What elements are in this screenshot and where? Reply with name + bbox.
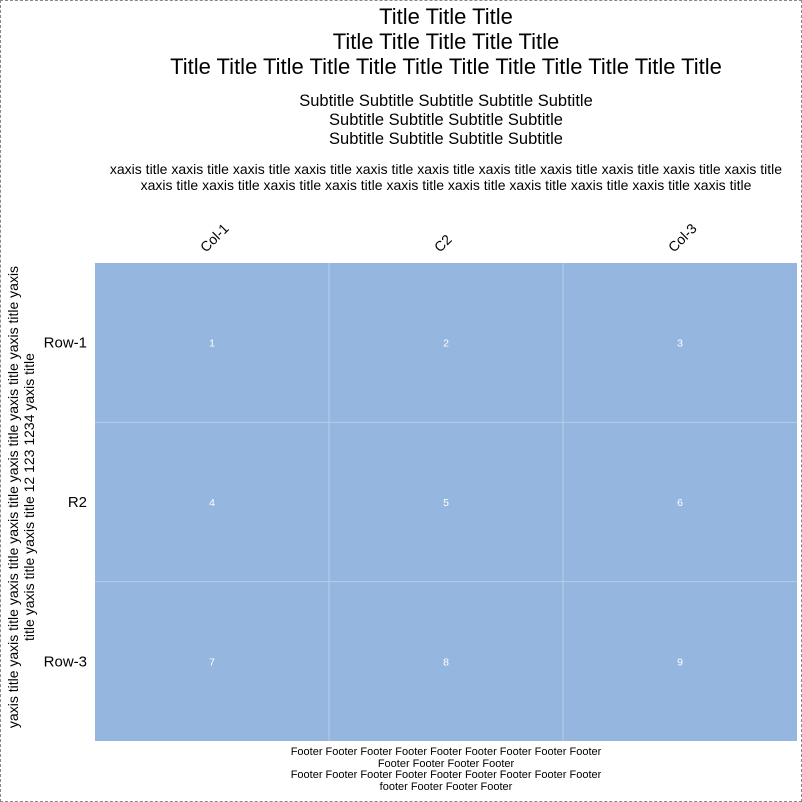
column-label: Col-1: [197, 220, 232, 255]
chart-footer-line-3: Footer Footer Footer Footer Footer Foote…: [290, 769, 602, 781]
chart-title-line-1: Title Title Title: [379, 4, 513, 29]
heatmap-cell-r2-c2: [329, 422, 563, 582]
column-label: Col-3: [665, 220, 700, 255]
row-label: Row-3: [44, 653, 87, 670]
cell-value-label: 1: [209, 338, 215, 350]
heatmap-cell-r2-c3: [563, 422, 797, 582]
chart-subtitle-line-3: Subtitle Subtitle Subtitle Subtitle: [329, 130, 563, 148]
x-axis-title: xaxis title xaxis title xaxis title xaxi…: [109, 161, 783, 193]
cell-value-label: 5: [443, 497, 449, 509]
chart-footer-line-4: footer Footer Footer Footer: [379, 780, 513, 793]
chart-title-line-2: Title Title Title Title Title: [332, 29, 560, 54]
heatmap-cell-r3-c2: [329, 581, 563, 741]
chart-subtitle-line-2: Subtitle Subtitle Subtitle Subtitle: [329, 111, 563, 129]
chart-subtitle-line-1: Subtitle Subtitle Subtitle Subtitle Subt…: [299, 92, 593, 110]
chart-subtitle: Subtitle Subtitle Subtitle Subtitle Subt…: [95, 92, 797, 149]
column-label: C2: [431, 231, 455, 255]
row-labels: Row-1 R2 Row-3: [44, 335, 87, 671]
heatmap-cell-r1-c2: [329, 263, 563, 423]
chart-title-line-3: Title Title Title Title Title Title Titl…: [170, 54, 722, 79]
cell-value-label: 6: [677, 497, 683, 509]
chart-footer: Footer Footer Footer Footer Footer Foote…: [270, 746, 622, 793]
cell-value-label: 4: [209, 497, 215, 509]
heatmap-grid: [95, 263, 797, 741]
heatmap-cell-r2-c1: [95, 422, 329, 582]
heatmap-cell-r3-c1: [95, 581, 329, 741]
heatmap-cell-r3-c3: [563, 581, 797, 741]
chart-title: Title Title Title Title Title Title Titl…: [95, 4, 797, 79]
chart-footer-line-1: Footer Footer Footer Footer Footer Foote…: [290, 746, 602, 758]
cell-value-label: 7: [209, 656, 215, 668]
row-label: Row-1: [44, 335, 87, 352]
heatmap-cells: [95, 263, 797, 741]
cell-value-label: 9: [677, 656, 683, 668]
heatmap-cell-labels: 1 2 3 4 5 6 7 8 9: [209, 338, 683, 669]
heatmap-cell-r1-c1: [95, 263, 329, 423]
heatmap-cell-r1-c3: [563, 263, 797, 423]
cell-value-label: 3: [677, 338, 683, 350]
chart-footer-line-2: Footer Footer Footer Footer: [377, 757, 515, 770]
cell-value-label: 2: [443, 338, 449, 350]
row-label: R2: [68, 494, 87, 511]
cell-value-label: 8: [443, 656, 449, 668]
column-labels: Col-1 C2 Col-3: [197, 220, 700, 255]
